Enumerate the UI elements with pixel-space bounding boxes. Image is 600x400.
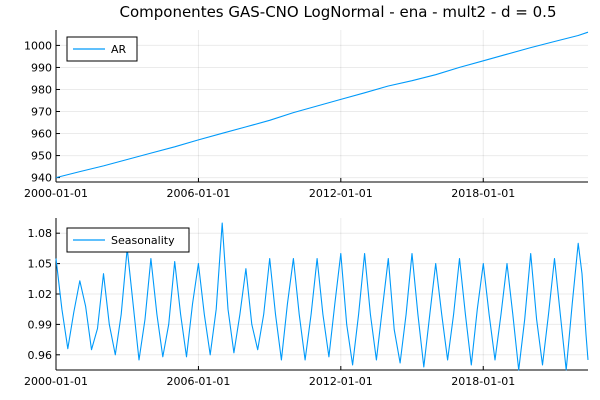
panel-1-y-tick-label: 1.05	[28, 258, 53, 271]
panel-0-y-tick-label: 960	[31, 128, 52, 141]
panel-0-y-tick-label: 980	[31, 83, 52, 96]
panel-1-series-line	[55, 222, 589, 371]
panel-0-y-tick-label: 940	[31, 172, 52, 185]
panel-0-series-line	[55, 31, 589, 179]
panel-0-x-tick-label: 2018-01-01	[451, 187, 515, 200]
panel-1-x-tick-label: 2012-01-01	[309, 375, 373, 388]
panel-1-y-tick-label: 0.96	[28, 349, 53, 362]
panel-1-x-tick-label: 2006-01-01	[166, 375, 230, 388]
panel-0-y-tick-label: 950	[31, 150, 52, 163]
panel-0-x-tick-label: 2012-01-01	[309, 187, 373, 200]
panel-0-y-tick-label: 1000	[24, 39, 52, 52]
panel-0-x-tick-label: 2000-01-01	[24, 187, 88, 200]
chart-title: Componentes GAS-CNO LogNormal - ena - mu…	[119, 3, 556, 21]
panel-ar: 940 950 960 970 980 990 1000 2000-01-01 2006-01-…	[24, 30, 589, 200]
panel-0-legend-label: AR	[111, 43, 127, 56]
panel-1-y-tick-label: 1.02	[28, 288, 53, 301]
panel-0-x-tick-label: 2006-01-01	[166, 187, 230, 200]
panel-1-x-tick-label: 2000-01-01	[24, 375, 88, 388]
panel-0-y-tick-label: 970	[31, 106, 52, 119]
panel-1-y-tick-label: 1.08	[28, 227, 53, 240]
panel-1-y-tick-label: 0.99	[28, 318, 53, 331]
panel-1-legend-label: Seasonality	[111, 234, 175, 247]
panel-0-y-tick-label: 990	[31, 61, 52, 74]
panel-seasonality: 0.96 0.99 1.02 1.05 1.08 2000-01-01 2006-01-01…	[24, 218, 589, 388]
panel-1-x-tick-label: 2018-01-01	[451, 375, 515, 388]
